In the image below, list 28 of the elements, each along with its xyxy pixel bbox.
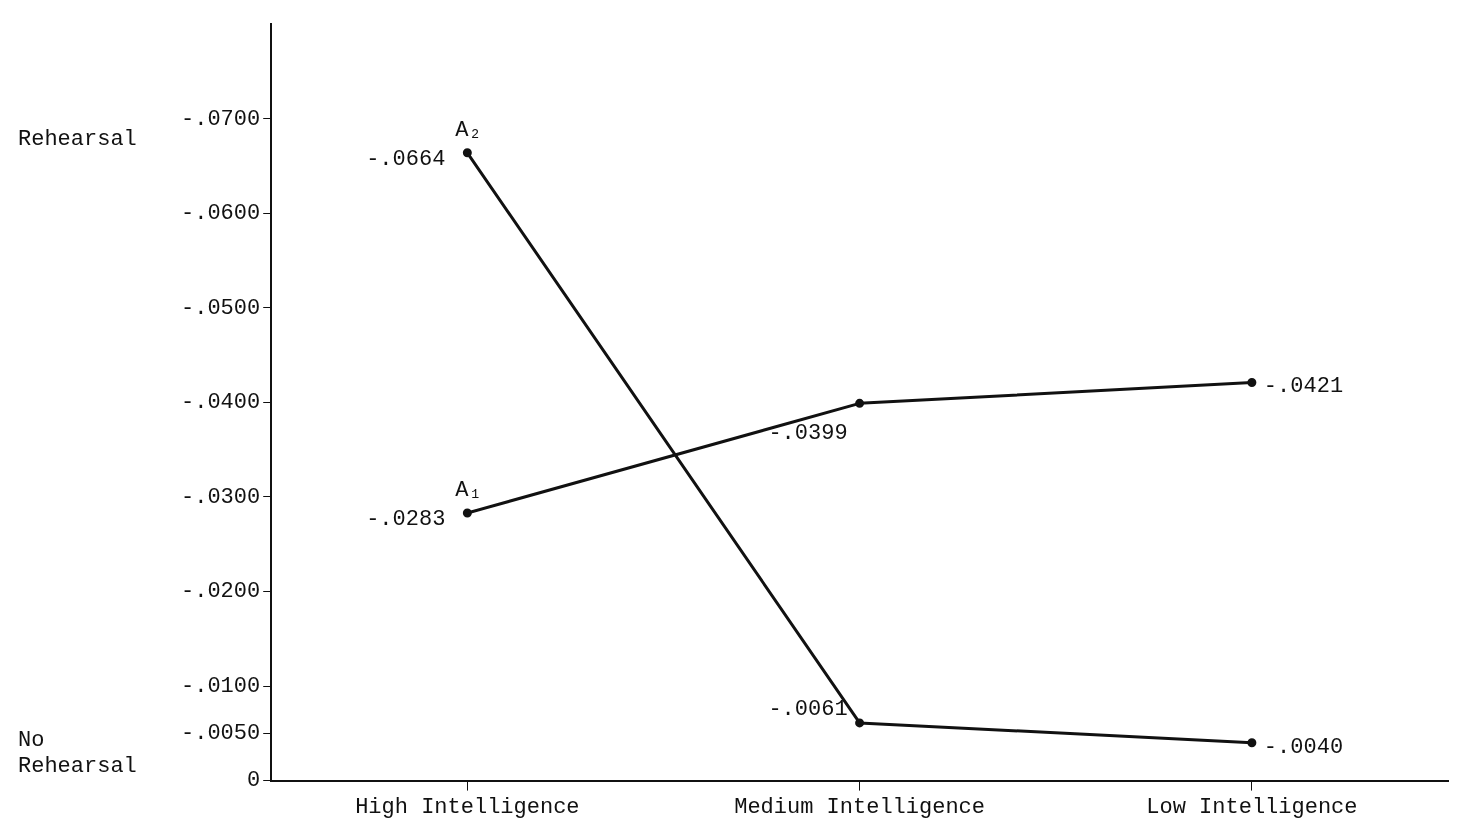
y-tick-label: -.0700 bbox=[180, 106, 261, 132]
data-label: -.0040 bbox=[1263, 734, 1344, 760]
y-tick-label: -.0200 bbox=[180, 579, 261, 605]
x-tick-label: Low Intelligence bbox=[1146, 794, 1358, 820]
point bbox=[462, 508, 472, 518]
series-label: A₁ bbox=[455, 477, 482, 503]
point bbox=[1247, 738, 1257, 748]
text: Rehearsal bbox=[18, 126, 137, 152]
data-label: -.0664 bbox=[366, 146, 446, 172]
point bbox=[462, 148, 472, 158]
data-label: -.0061 bbox=[768, 696, 848, 722]
text: No Rehearsal bbox=[18, 728, 137, 780]
point bbox=[855, 718, 865, 728]
point bbox=[1247, 378, 1257, 388]
series-label: A₂ bbox=[455, 117, 482, 143]
y-tick-label: -.0050 bbox=[180, 721, 261, 747]
data-label: -.0421 bbox=[1263, 374, 1344, 400]
y-tick-label: -.0600 bbox=[180, 201, 261, 227]
x-tick-label: Medium Intelligence bbox=[734, 794, 986, 820]
y-tick-label: -.0100 bbox=[180, 673, 261, 699]
y-tick-label: 0 bbox=[247, 768, 261, 794]
data-label: -.0283 bbox=[366, 506, 446, 532]
y-tick-label: -.0400 bbox=[180, 390, 261, 416]
point bbox=[855, 398, 865, 408]
x-tick-label: High Intelligence bbox=[355, 794, 580, 820]
y-tick-label: -.0300 bbox=[180, 484, 261, 510]
data-label: -.0399 bbox=[768, 421, 848, 447]
y-tick-label: -.0500 bbox=[180, 295, 261, 321]
